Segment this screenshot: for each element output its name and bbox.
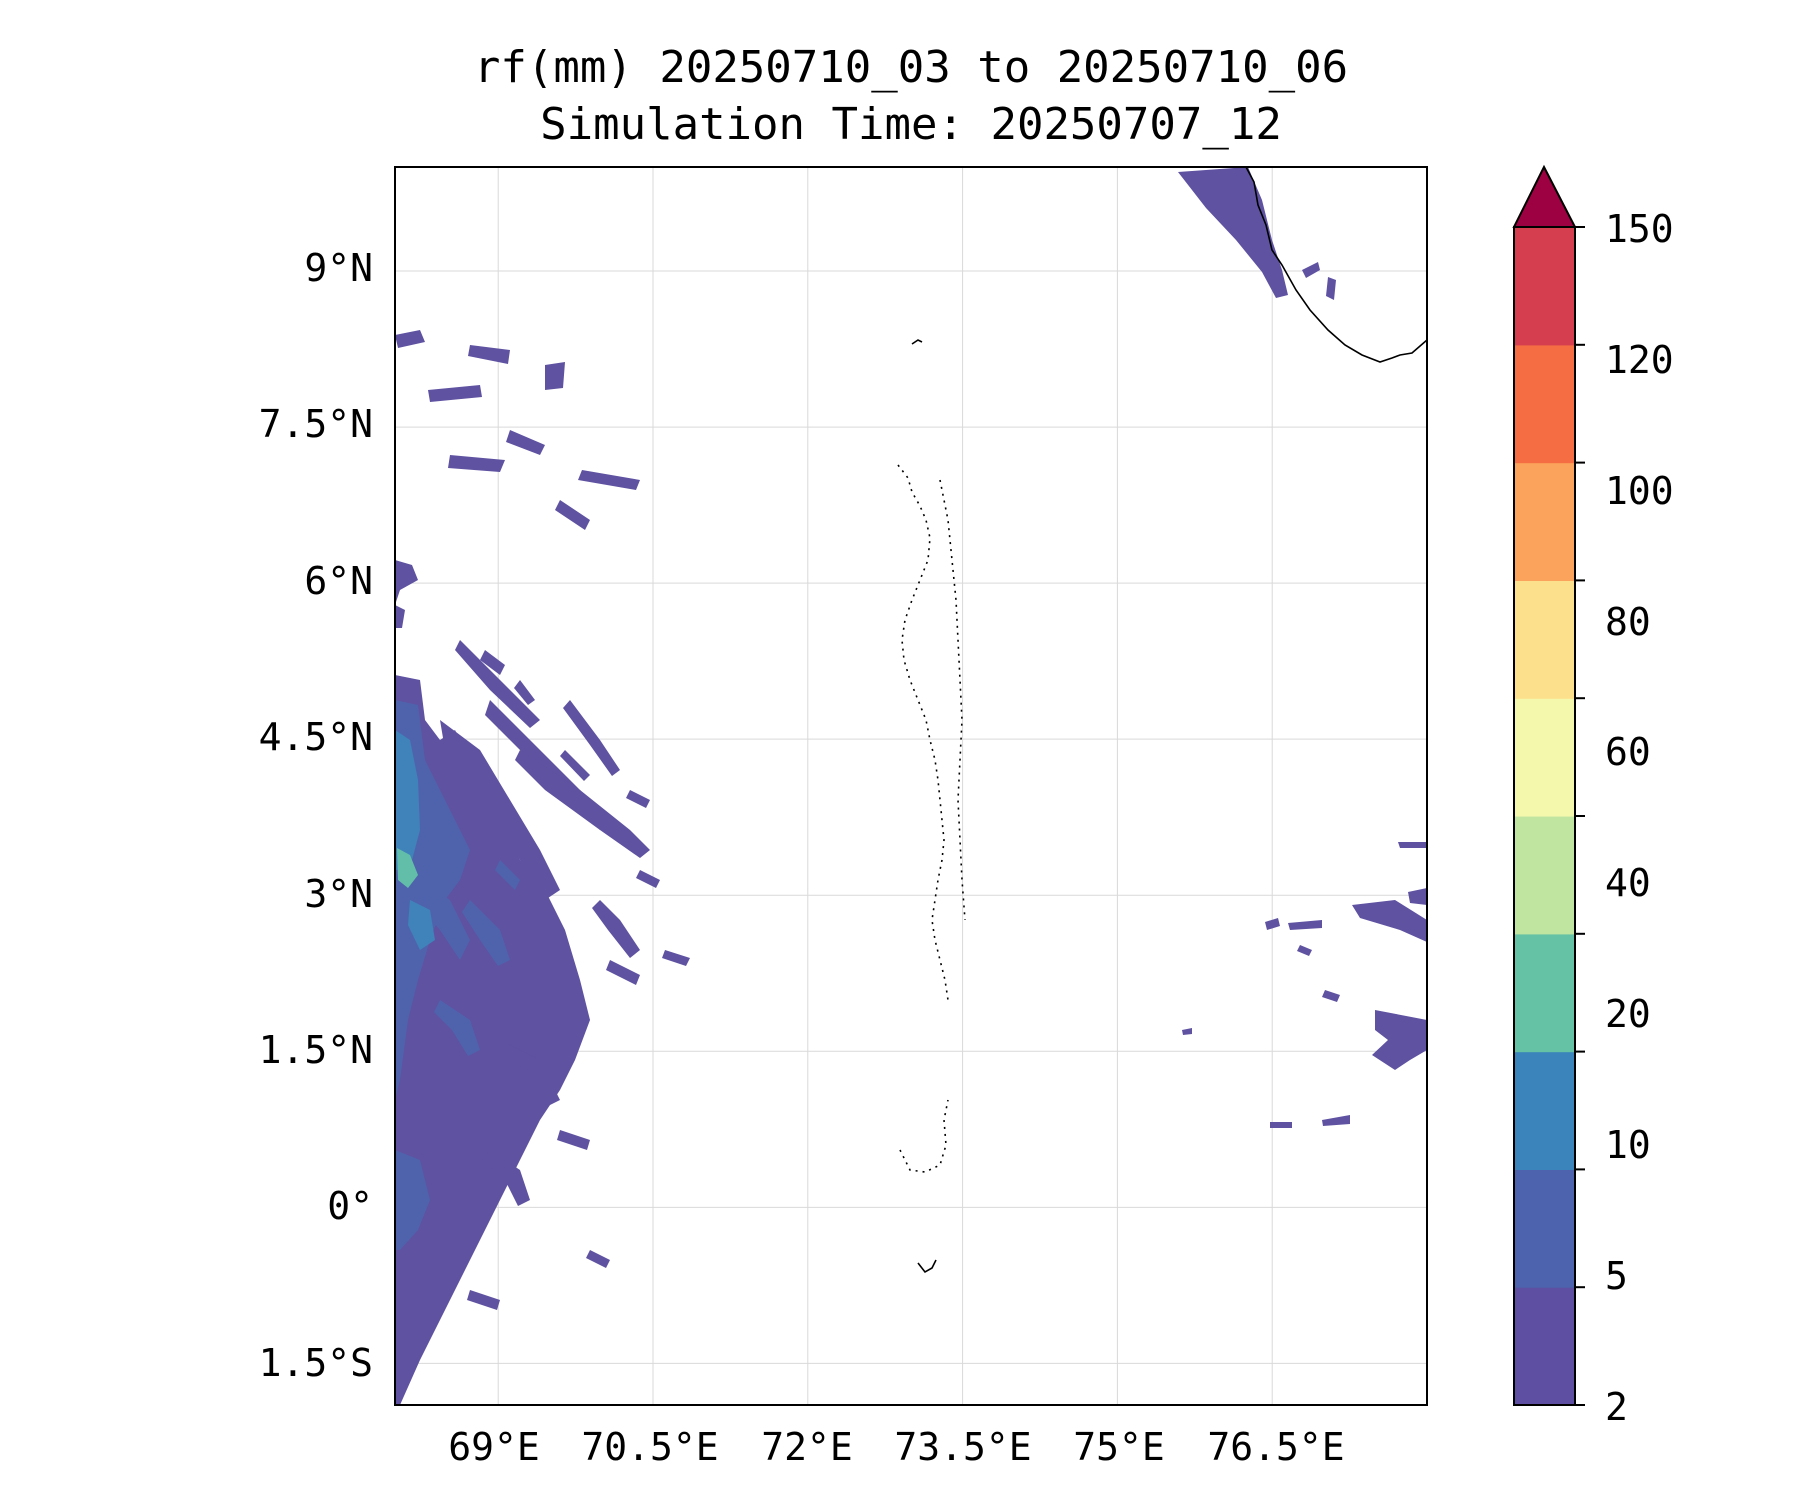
colorbar-labels: 2 5 10 20 40 60 80 100 120 150 [1605, 207, 1674, 1429]
y-tick-label: 7.5°N [259, 402, 373, 446]
colorbar-band [1514, 580, 1575, 699]
x-tick-label: 73.5°E [894, 1425, 1031, 1469]
y-axis-ticks: 9°N 7.5°N 6°N 4.5°N 3°N 1.5°N 0° 1.5°S [259, 246, 373, 1385]
x-tick-label: 72°E [761, 1425, 853, 1469]
colorbar-band [1514, 1287, 1575, 1406]
colorbar-band [1514, 462, 1575, 581]
colorbar-band [1514, 344, 1575, 464]
addu-atoll [917, 1259, 937, 1274]
colorbar-band [1514, 227, 1575, 346]
rain-east [1182, 842, 1427, 1128]
maldives-atolls-south [899, 1099, 949, 1173]
colorbar-band [1514, 698, 1575, 817]
colorbar-extend-arrow [1512, 164, 1577, 228]
x-tick-label: 70.5°E [581, 1425, 718, 1469]
colorbar-label: 20 [1605, 992, 1651, 1036]
y-tick-label: 9°N [304, 246, 373, 290]
colorbar-band [1514, 933, 1575, 1053]
x-tick-label: 76.5°E [1207, 1425, 1344, 1469]
y-tick-label: 3°N [304, 872, 373, 916]
y-tick-label: 1.5°S [259, 1341, 373, 1385]
colorbar-label: 10 [1605, 1123, 1651, 1167]
x-axis-ticks: 69°E 70.5°E 72°E 73.5°E 75°E 76.5°E [448, 1425, 1344, 1469]
colorbar-label: 5 [1605, 1254, 1628, 1298]
x-tick-label: 75°E [1073, 1425, 1165, 1469]
rain-north-east [1178, 167, 1336, 300]
colorbar-bands [1514, 227, 1575, 1406]
x-tick-label: 69°E [448, 1425, 540, 1469]
title-line-2: Simulation Time: 20250707_12 [540, 99, 1282, 150]
gridlines [395, 167, 1427, 1405]
y-tick-label: 1.5°N [259, 1028, 373, 1072]
colorbar-label: 60 [1605, 730, 1651, 774]
colorbar-band [1514, 1169, 1575, 1288]
colorbar-ticks [1575, 226, 1585, 1406]
colorbar-label: 40 [1605, 861, 1651, 905]
colorbar-label: 150 [1605, 207, 1674, 251]
island-1 [911, 339, 923, 345]
colorbar-label: 2 [1605, 1385, 1628, 1429]
title-line-1: rf(mm) 20250710_03 to 20250710_06 [474, 42, 1348, 93]
colorbar-label: 80 [1605, 600, 1651, 644]
colorbar: 2 5 10 20 40 60 80 100 120 150 [1512, 164, 1674, 1429]
colorbar-label: 120 [1605, 338, 1674, 382]
india-coastline [1245, 166, 1428, 363]
coastline [897, 166, 1428, 1274]
y-tick-label: 4.5°N [259, 715, 373, 759]
rain-west-heavy [395, 730, 435, 950]
colorbar-band [1514, 1051, 1575, 1170]
map-frame [394, 166, 1428, 1406]
y-tick-label: 6°N [304, 559, 373, 603]
colorbar-band [1514, 816, 1575, 935]
rainfall-field [395, 167, 1427, 1405]
colorbar-label: 100 [1605, 469, 1674, 513]
y-tick-label: 0° [327, 1184, 373, 1228]
